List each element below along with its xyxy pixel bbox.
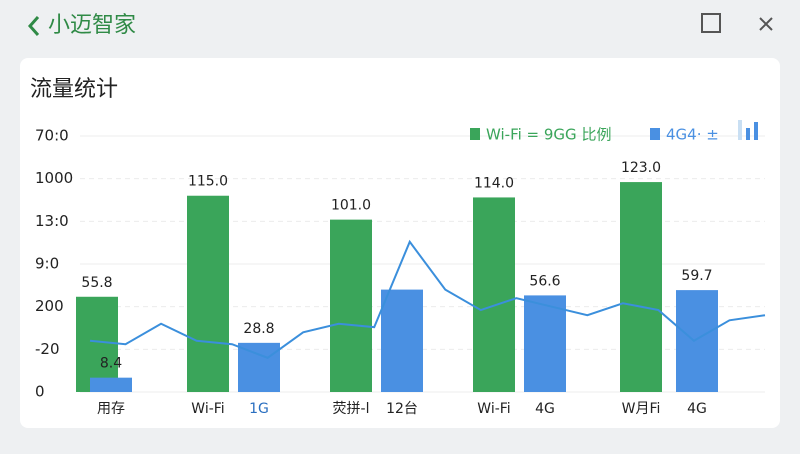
bar: [187, 195, 229, 392]
bar: [90, 377, 132, 392]
card-title: 流量统计: [30, 77, 118, 102]
data-label: 56.6: [529, 273, 560, 289]
data-label: 59.7: [681, 268, 712, 284]
x-tick-label: 4G: [535, 401, 555, 417]
x-tick-label: 4G: [687, 401, 707, 417]
x-tick-label: Wi-Fi: [477, 401, 510, 417]
trend-line: [89, 239, 766, 359]
close-icon[interactable]: [759, 17, 773, 31]
bar: [676, 290, 718, 392]
y-tick-label: 70:0: [35, 127, 69, 145]
data-label: 123.0: [621, 160, 661, 176]
y-tick-label: 13:0: [35, 212, 69, 230]
chart-icon: [746, 128, 750, 140]
bar: [76, 296, 118, 392]
x-tick-label: 12台: [386, 401, 418, 417]
data-label: 115.0: [188, 174, 228, 190]
data-label: 8.4: [100, 356, 122, 372]
x-tick-label: 1G: [249, 401, 269, 417]
plot: 0 -20 200 9:0 13:0 1000 70:0 Wi-Fi = 9GG 比例 4G4·…: [35, 120, 766, 417]
y-tick-label: -20: [35, 340, 60, 358]
legend-swatch: [470, 128, 480, 140]
y-tick-label: 1000: [35, 169, 73, 187]
bar: [330, 219, 372, 392]
bar: [620, 182, 662, 392]
bar: [473, 197, 515, 392]
x-tick-label: Wi-Fi: [191, 401, 224, 417]
legend-label: 4G4· ±: [666, 126, 719, 144]
x-tick-label: 荧拼-l: [333, 400, 370, 417]
data-label: 114.0: [474, 175, 514, 191]
y-tick-label: 9:0: [35, 255, 59, 273]
x-tick-label: 用存: [97, 401, 125, 417]
bookmark-icon[interactable]: [701, 13, 721, 33]
chart-icon: [738, 120, 742, 140]
data-label: 55.8: [81, 275, 112, 291]
y-tick-label: 0: [35, 383, 45, 401]
bar: [381, 289, 423, 392]
back-button[interactable]: [27, 16, 40, 36]
bar: [524, 295, 566, 392]
chart-icon: [754, 122, 758, 140]
legend-label: Wi-Fi = 9GG 比例: [486, 126, 611, 144]
data-label: 101.0: [331, 198, 371, 214]
legend-swatch: [650, 128, 660, 140]
data-label: 28.8: [243, 321, 274, 337]
app-title: 小迈智家: [48, 13, 136, 38]
bar: [238, 342, 280, 392]
y-tick-label: 200: [35, 297, 64, 315]
x-tick-label: W月Fi: [622, 401, 661, 417]
